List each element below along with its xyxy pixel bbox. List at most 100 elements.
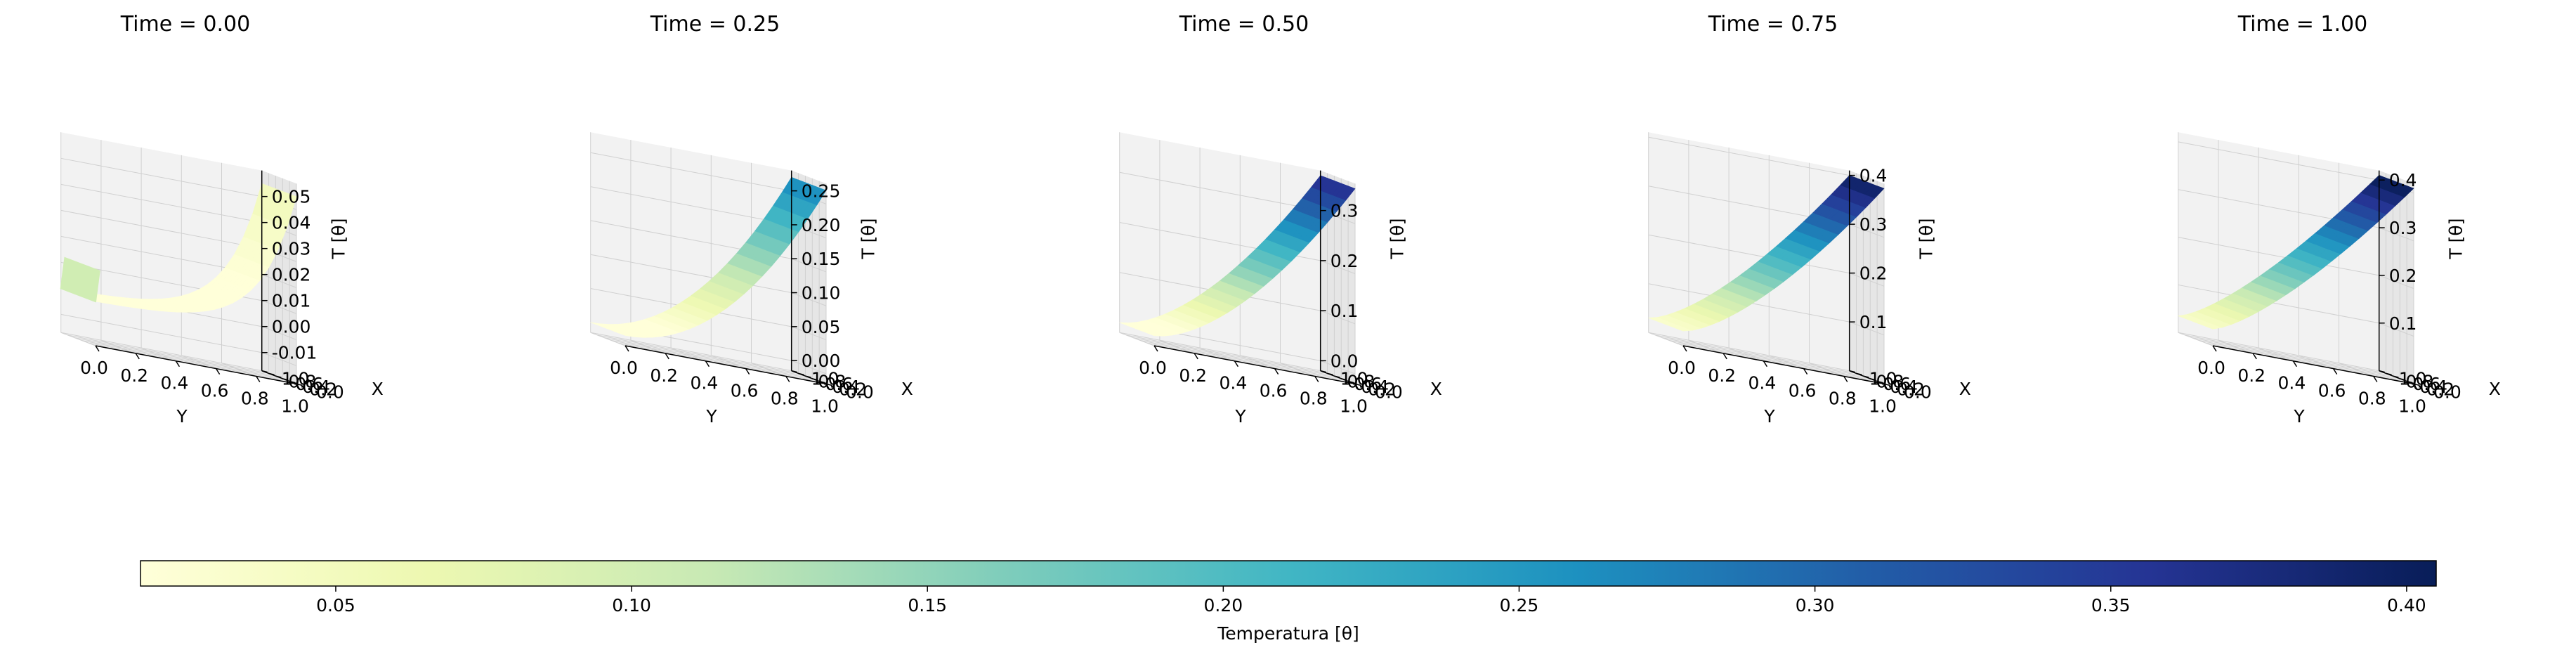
panel-1: Time = 0.000.0 0.2 0.4 0.6 0.8 1.0Y0.00.20.40… [60, 12, 384, 427]
back-pane [1119, 132, 1321, 371]
z-tick-label: 0.04 [272, 213, 311, 233]
panel-title: Time = 0.25 [650, 12, 780, 37]
z-tick-label: 0.03 [272, 239, 311, 259]
x-tick-label: 0.4 [1890, 377, 1918, 397]
x-tick-label: 0.4 [832, 377, 860, 397]
surface [60, 183, 297, 313]
surface-facet [1342, 187, 1356, 201]
z-axis-label: T [θ] [858, 219, 879, 260]
axes-lines [95, 170, 303, 390]
x-tick-label: 0.0 [1904, 382, 1932, 402]
z-tick-label: 0.2 [1859, 264, 1888, 284]
y-tick-label: 0.8 [1829, 388, 1857, 408]
y-tick-label: 1.0 [2398, 396, 2426, 416]
z-tick-label: 0.4 [1859, 166, 1888, 186]
x-tick-label: 0.2 [2426, 379, 2454, 400]
z-tick-label: 0.2 [2389, 266, 2417, 286]
x-tick-label: 0.6 [295, 374, 323, 394]
z-tick-label: 0.05 [802, 317, 841, 337]
z-tick-label: 0.3 [1859, 214, 1888, 235]
y-tick-label: 0.6 [2318, 381, 2346, 401]
x-tick-label: 1.0 [1340, 369, 1368, 389]
y-tick-label: 0.4 [1220, 373, 1248, 393]
y-tick-label: 0.4 [161, 373, 189, 393]
z-axis-label: T [θ] [2446, 219, 2466, 260]
x-tick-label: 0.6 [1883, 374, 1911, 394]
y-tick-label: 1.0 [1869, 396, 1897, 416]
back-pane [590, 132, 792, 371]
x-tick-label: 0.6 [2412, 374, 2440, 394]
z-axis-label: T [θ] [1387, 219, 1408, 260]
y-axis-label: Y [1763, 406, 1775, 427]
colorbar-label: Temperatura [θ] [1217, 623, 1359, 644]
z-tick-label: 0.15 [802, 249, 841, 269]
x-axis-label: X [372, 379, 384, 399]
surface [2177, 175, 2414, 330]
z-tick-label: -0.01 [272, 343, 318, 363]
x-axis-label: X [901, 379, 913, 399]
panel-title: Time = 0.75 [1708, 12, 1838, 37]
y-tick-label: 0.8 [241, 388, 269, 408]
y-tick-label: 0.8 [771, 388, 799, 408]
x-axis-label: X [2489, 379, 2501, 399]
y-tick-label: 0.8 [1300, 388, 1328, 408]
y-tick-label: 0.6 [201, 381, 229, 401]
y-tick-label: 0.6 [731, 381, 759, 401]
z-tick-label: 0.25 [802, 181, 841, 202]
y-tick-label: 0.2 [2237, 365, 2266, 386]
x-tick-label: 0.4 [2419, 377, 2447, 397]
y-tick-label: 0.0 [1139, 358, 1167, 378]
colorbar-tick-label: 0.40 [2387, 595, 2426, 616]
surface-facet [1871, 187, 1885, 199]
surface-facet [2400, 186, 2414, 197]
x-tick-label: 0.8 [818, 371, 846, 391]
y-tick-label: 0.6 [1789, 381, 1817, 401]
z-tick-label: 0.3 [2389, 218, 2417, 238]
z-tick-label: 0.3 [1331, 201, 1359, 221]
x-tick-label: 0.2 [1897, 379, 1925, 400]
z-tick-label: 0.00 [272, 317, 311, 337]
surface [590, 176, 827, 338]
x-tick-label: 1.0 [282, 369, 310, 389]
x-tick-label: 0.8 [289, 371, 317, 391]
y-tick-label: 0.4 [1748, 373, 1777, 393]
panel-2: Time = 0.250.0 0.2 0.4 0.6 0.8 1.0Y0.00.20.40… [590, 12, 913, 427]
z-tick-label: 0.2 [1331, 251, 1359, 271]
y-tick-label: 0.2 [120, 365, 148, 386]
z-tick-label: 0.20 [802, 215, 841, 235]
y-tick-label: 0.6 [1260, 381, 1288, 401]
z-axis-label: T [θ] [1916, 219, 1937, 260]
x-tick-label: 0.8 [1876, 371, 1904, 391]
surface-facet [283, 195, 297, 227]
panel-title: Time = 1.00 [2237, 12, 2367, 37]
x-tick-label: 0.4 [302, 377, 330, 397]
z-tick-label: 0.02 [272, 265, 311, 285]
x-axis-label: X [1430, 379, 1442, 399]
x-tick-label: 0.2 [1368, 379, 1396, 400]
y-tick-label: 0.8 [2358, 388, 2386, 408]
colorbar-ticks: 0.05 0.10 0.15 0.20 0.25 0.30 0.35 0.40 [316, 586, 2426, 616]
x-tick-label: 0.0 [316, 382, 344, 402]
panel-3: Time = 0.500.0 0.2 0.4 0.6 0.8 1.0Y0.00.20.40… [1119, 12, 1442, 427]
panel-4: Time = 0.750.0 0.2 0.4 0.6 0.8 1.0Y0.00.20.40… [1648, 12, 1971, 427]
z-tick-label: 0.05 [272, 187, 311, 207]
side-pane [1849, 170, 1884, 384]
side-pane [2379, 170, 2414, 384]
x-tick-label: 0.0 [1375, 382, 1403, 402]
y-tick-label: 0.4 [2278, 373, 2306, 393]
colorbar-tick-label: 0.10 [612, 595, 651, 616]
panel-title: Time = 0.00 [120, 12, 250, 37]
y-axis-label: Y [176, 406, 188, 427]
y-axis-label: Y [705, 406, 717, 427]
colorbar-tick-label: 0.15 [908, 595, 947, 616]
panels: Time = 0.000.0 0.2 0.4 0.6 0.8 1.0Y0.00.20.40… [60, 12, 2501, 427]
surface-facet [813, 188, 827, 206]
y-tick-label: 0.0 [80, 358, 108, 378]
surface [1648, 175, 1885, 332]
z-tick-label: 0.0 [1331, 351, 1359, 371]
y-tick-label: 0.0 [2197, 358, 2225, 378]
axes-lines [1153, 170, 1361, 390]
x-tick-label: 0.6 [1354, 374, 1382, 394]
panel-title: Time = 0.50 [1179, 12, 1309, 37]
